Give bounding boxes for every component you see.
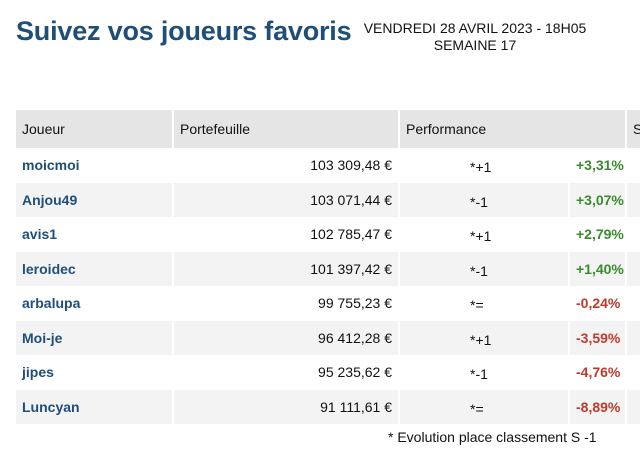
performance-value: +3,07%	[569, 182, 627, 217]
footnote: * Evolution place classement S -1	[388, 429, 597, 445]
wallet-value: 103 309,48 €	[173, 148, 400, 183]
rank-evolution: *+1	[399, 320, 570, 355]
table-row[interactable]: arbalupa 99 755,23 € *= -0,24%	[16, 286, 640, 321]
table-row[interactable]: jipes 95 235,62 € *-1 -4,76%	[16, 355, 640, 390]
player-name[interactable]: Anjou49	[16, 182, 174, 217]
performance-value: +3,31%	[569, 148, 627, 183]
rank-evolution: *=	[399, 389, 570, 424]
player-name[interactable]: Moi-je	[16, 320, 174, 355]
rank-evolution: *-1	[399, 355, 570, 390]
table-row[interactable]: leroidec 101 397,42 € *-1 +1,40%	[16, 251, 640, 286]
next-cell	[626, 217, 640, 252]
next-cell	[626, 320, 640, 355]
table-row[interactable]: avis1 102 785,47 € *+1 +2,79%	[16, 217, 640, 252]
performance-value: -4,76%	[569, 355, 627, 390]
header-row: Joueur Portefeuille Performance S	[16, 110, 640, 148]
wallet-value: 96 412,28 €	[173, 320, 400, 355]
table-body: moicmoi 103 309,48 € *+1 +3,31% Anjou49 …	[16, 148, 640, 424]
player-name[interactable]: moicmoi	[16, 148, 174, 183]
wallet-value: 95 235,62 €	[173, 355, 400, 390]
table-row[interactable]: moicmoi 103 309,48 € *+1 +3,31%	[16, 148, 640, 183]
next-cell	[626, 148, 640, 183]
table-row[interactable]: Anjou49 103 071,44 € *-1 +3,07%	[16, 182, 640, 217]
player-name[interactable]: jipes	[16, 355, 174, 390]
player-name[interactable]: avis1	[16, 217, 174, 252]
table-header: Joueur Portefeuille Performance S	[16, 110, 640, 148]
page-title: Suivez vos joueurs favoris	[16, 16, 352, 46]
week-line: SEMAINE 17	[433, 37, 517, 53]
wallet-value: 103 071,44 €	[173, 182, 400, 217]
next-cell	[626, 389, 640, 424]
performance-value: +1,40%	[569, 251, 627, 286]
wallet-value: 102 785,47 €	[173, 217, 400, 252]
next-cell	[626, 286, 640, 321]
rank-evolution: *=	[399, 286, 570, 321]
performance-value: +2,79%	[569, 217, 627, 252]
column-header-player[interactable]: Joueur	[16, 110, 174, 148]
performance-value: -8,89%	[569, 389, 627, 424]
players-table: Joueur Portefeuille Performance S moicmo…	[16, 110, 640, 424]
player-name[interactable]: arbalupa	[16, 286, 174, 321]
column-header-performance[interactable]: Performance	[399, 110, 627, 148]
next-cell	[626, 355, 640, 390]
next-cell	[626, 182, 640, 217]
players-table-container: Joueur Portefeuille Performance S moicmo…	[16, 110, 640, 432]
date-line: VENDREDI 28 AVRIL 2023 - 18H05	[363, 20, 587, 36]
player-name[interactable]: Luncyan	[16, 389, 174, 424]
wallet-value: 91 111,61 €	[173, 389, 400, 424]
table-row[interactable]: Moi-je 96 412,28 € *+1 -3,59%	[16, 320, 640, 355]
performance-value: -0,24%	[569, 286, 627, 321]
table-row[interactable]: Luncyan 91 111,61 € *= -8,89%	[16, 389, 640, 424]
wallet-value: 99 755,23 €	[173, 286, 400, 321]
column-header-wallet[interactable]: Portefeuille	[173, 110, 400, 148]
column-header-next[interactable]: S	[626, 110, 640, 148]
next-cell	[626, 251, 640, 286]
rank-evolution: *+1	[399, 148, 570, 183]
date-block: VENDREDI 28 AVRIL 2023 - 18H05 SEMAINE 1…	[340, 20, 610, 54]
performance-value: -3,59%	[569, 320, 627, 355]
player-name[interactable]: leroidec	[16, 251, 174, 286]
rank-evolution: *-1	[399, 251, 570, 286]
wallet-value: 101 397,42 €	[173, 251, 400, 286]
rank-evolution: *-1	[399, 182, 570, 217]
rank-evolution: *+1	[399, 217, 570, 252]
